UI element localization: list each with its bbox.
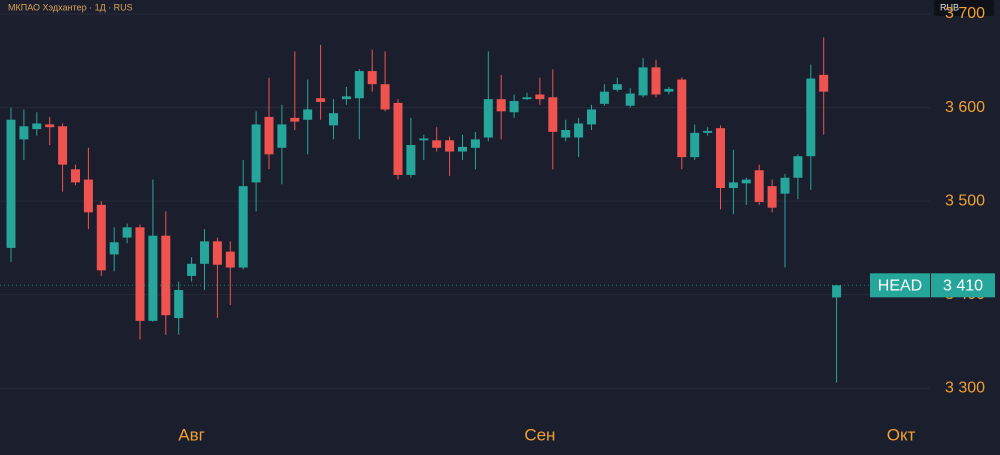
last-price-value-box	[931, 273, 995, 298]
candle-body	[522, 97, 532, 100]
candle-body	[496, 99, 506, 112]
candle-body	[341, 96, 351, 100]
candle-body	[561, 130, 571, 138]
candle-body	[406, 144, 416, 175]
candle-body	[432, 140, 442, 148]
candle-body	[135, 227, 145, 321]
candle-body	[200, 241, 209, 264]
candle-body	[251, 124, 261, 183]
candle-body	[599, 91, 609, 104]
candle-body	[780, 177, 790, 194]
candle-body	[264, 116, 274, 155]
candle-body	[677, 79, 687, 158]
candle-body	[470, 139, 480, 148]
candle-body	[703, 130, 713, 133]
candle-body	[754, 170, 764, 203]
candle-body	[741, 179, 751, 184]
last-price-name: HEAD	[878, 278, 922, 295]
candle-body	[806, 78, 816, 157]
last-price-value: 3 410	[943, 278, 983, 295]
candle-body	[483, 99, 493, 138]
candle-body	[122, 227, 132, 238]
candle-body	[161, 235, 171, 316]
candle-body	[548, 97, 558, 132]
candle-body	[587, 109, 596, 125]
candle-body	[367, 71, 377, 85]
candle-body	[109, 242, 119, 255]
candle-body	[458, 146, 467, 152]
candle-body	[19, 126, 29, 140]
candle-body	[819, 74, 829, 92]
candle-body	[638, 67, 648, 96]
candle-body	[393, 102, 403, 175]
candle-body	[238, 186, 248, 268]
candle-body	[380, 84, 390, 110]
candle-body	[212, 241, 222, 265]
candle-body	[174, 289, 184, 319]
candle-body	[58, 126, 68, 165]
candle-body	[316, 98, 326, 102]
candle-body	[793, 156, 803, 178]
candle-body	[187, 263, 197, 276]
x-tick-label: Окт	[887, 425, 916, 444]
candle-body	[45, 124, 55, 128]
candle-body	[277, 124, 287, 148]
candle-body	[329, 113, 338, 126]
candle-body	[612, 84, 622, 90]
candle-body	[767, 186, 777, 208]
candle-body	[148, 235, 158, 321]
candle-body	[225, 251, 235, 268]
candle-body	[690, 132, 700, 158]
candle-body	[535, 94, 545, 100]
candle-body	[728, 182, 738, 189]
candle-body	[419, 138, 429, 141]
candle-body	[290, 117, 300, 122]
candle-body	[509, 101, 519, 113]
y-tick-label: 3 500	[945, 192, 985, 209]
candle-body	[445, 140, 455, 152]
chart-title: МКПАО Хэдхантер · 1Д · RUS	[8, 2, 133, 12]
candle-body	[96, 204, 106, 271]
candle-body	[651, 67, 661, 95]
candle-body	[664, 88, 674, 92]
candle-body	[716, 128, 725, 189]
y-tick-label: 3 600	[945, 99, 985, 116]
currency-box	[934, 0, 994, 16]
candle-body	[303, 109, 313, 120]
candle-body	[625, 93, 635, 106]
last-price-name-box	[870, 273, 930, 298]
candle-body	[574, 123, 584, 138]
y-tick-label: 3 700	[945, 5, 985, 22]
y-tick-label: 3 300	[945, 379, 985, 396]
candle-body	[83, 179, 93, 213]
x-tick-label: Авг	[178, 425, 205, 444]
plot	[6, 37, 842, 383]
currency: RUB	[940, 2, 959, 12]
candle-body	[71, 169, 80, 183]
candle-body	[354, 71, 364, 99]
x-tick-label: Сен	[524, 425, 555, 444]
candle-body	[32, 123, 42, 130]
candle-body	[832, 285, 842, 298]
candle-body	[6, 119, 16, 248]
